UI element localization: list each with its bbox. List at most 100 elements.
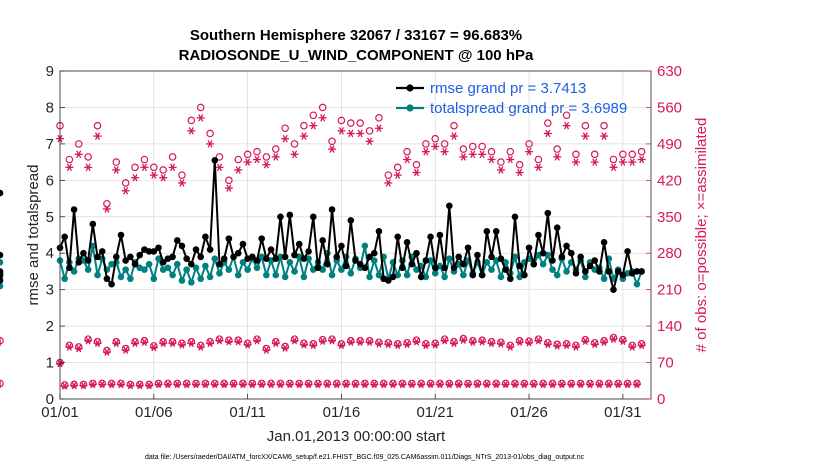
data-file-footnote: data file: /Users/raeder/DAI/ATM_forcXX/…: [145, 454, 585, 461]
right-y-tick-label: 140: [657, 318, 682, 335]
obs-assimilated-stroke: [282, 344, 288, 352]
obs-possible-marker: [407, 379, 416, 388]
obs-assimilated-marker: [393, 341, 402, 350]
obs-assimilated-stroke: [165, 380, 171, 389]
obs-possible-marker: [309, 340, 318, 348]
rmse-point: [84, 257, 92, 264]
rmse-point: [324, 260, 331, 268]
obs-possible-marker: [628, 341, 637, 350]
obs-assimilated-marker: [271, 339, 280, 348]
obs-assimilated-stroke: [76, 344, 82, 353]
totalspread-point: [173, 260, 181, 268]
obs-assimilated-marker: [276, 380, 285, 389]
obs-assimilated-stroke: [610, 335, 617, 343]
rmse-point: [586, 262, 594, 270]
obs-assimilated-stroke: [545, 340, 551, 349]
obs-assimilated-stroke: [479, 337, 485, 346]
obs-assimilated-stroke: [423, 147, 429, 156]
obs-assimilated-marker: [501, 380, 510, 389]
obs-assimilated-stroke: [488, 155, 495, 164]
totalspread-point: [549, 266, 556, 273]
obs-possible-marker: [361, 379, 369, 388]
obs-assimilated-marker: [496, 340, 505, 348]
obs-assimilated-stroke: [367, 137, 373, 146]
obs-assimilated-stroke: [254, 336, 260, 345]
obs-assimilated-stroke: [226, 184, 232, 192]
obs-assimilated-stroke: [235, 166, 241, 174]
obs-assimilated-marker: [295, 380, 304, 389]
x-axis-ticks: 01/01 01/06 01/11 01/16 01/21 01/26 01/31: [41, 394, 642, 421]
obs-assimilated-marker: [257, 380, 266, 389]
obs-assimilated-stroke: [90, 380, 96, 389]
obs-possible-marker: [478, 142, 486, 151]
obs-assimilated-stroke: [245, 158, 251, 166]
rmse-point: [291, 251, 298, 259]
obs-possible-marker: [229, 379, 238, 388]
obs-assimilated-stroke: [615, 380, 621, 389]
rmse-point: [488, 253, 495, 261]
obs-assimilated-stroke: [639, 155, 645, 164]
obs-assimilated-marker: [492, 380, 501, 389]
rmse-point: [361, 264, 369, 272]
obs-assimilated-stroke: [503, 380, 509, 389]
obs-assimilated-stroke: [99, 380, 105, 389]
obs-assimilated-marker: [421, 341, 430, 350]
rmse-point: [413, 249, 420, 257]
obs-assimilated-marker: [65, 163, 74, 172]
obs-assimilated-stroke: [601, 338, 607, 347]
obs-assimilated-marker: [534, 336, 543, 345]
obs-possible-marker: [459, 334, 468, 343]
obs-possible-marker: [93, 121, 102, 130]
obs-possible-marker: [225, 176, 233, 185]
obs-assimilated-stroke: [517, 338, 523, 347]
obs-assimilated-marker: [88, 380, 97, 389]
rmse-point: [446, 202, 453, 210]
rmse-point: [572, 269, 580, 277]
rmse-point: [169, 253, 176, 261]
obs-possible-marker: [628, 150, 637, 159]
obs-assimilated-marker: [248, 380, 257, 389]
obs-assimilated-stroke: [606, 380, 612, 389]
rmse-point: [624, 248, 631, 255]
totalspread-point: [61, 275, 68, 283]
rmse-point: [314, 264, 322, 272]
chart-title-line1: Southern Hemisphere 32067 / 33167 = 96.6…: [190, 27, 522, 44]
obs-assimilated-marker: [224, 184, 233, 192]
obs-assimilated-marker: [403, 155, 412, 164]
obs-assimilated-stroke: [357, 129, 363, 138]
obs-possible-marker: [403, 147, 411, 156]
right-y-axis-ticks: 0 70 140 210 280 350 420 490 560 630: [646, 63, 682, 408]
obs-possible-marker: [323, 379, 332, 388]
obs-possible-marker: [590, 338, 599, 347]
obs-possible-marker: [126, 380, 135, 389]
obs-assimilated-stroke: [94, 132, 101, 140]
obs-possible-marker: [300, 121, 308, 130]
rmse-point: [394, 233, 402, 241]
obs-possible-marker: [159, 337, 167, 346]
obs-assimilated-stroke: [71, 381, 77, 390]
obs-possible-marker: [604, 379, 613, 388]
obs-assimilated-marker: [534, 163, 543, 172]
obs-assimilated-stroke: [296, 380, 302, 389]
obs-possible-marker: [619, 150, 627, 159]
obs-possible-marker: [262, 153, 271, 161]
obs-assimilated-marker: [632, 380, 641, 389]
obs-assimilated-stroke: [498, 166, 504, 174]
obs-assimilated-marker: [337, 341, 346, 350]
obs-assimilated-marker: [450, 339, 458, 348]
obs-assimilated-stroke: [409, 380, 415, 389]
obs-assimilated-marker: [262, 346, 271, 354]
obs-possible-marker: [107, 379, 116, 388]
obs-assimilated-stroke: [399, 380, 405, 389]
plot-background: [60, 71, 651, 399]
obs-assimilated-stroke: [216, 163, 223, 172]
obs-assimilated-marker: [571, 158, 580, 166]
obs-possible-marker: [243, 150, 252, 159]
obs-possible-marker: [468, 336, 477, 345]
obs-assimilated-stroke: [207, 339, 213, 348]
obs-assimilated-stroke: [198, 343, 204, 351]
obs-assimilated-stroke: [460, 153, 466, 161]
obs-assimilated-marker: [478, 150, 487, 159]
totalspread-point: [446, 255, 453, 262]
obs-assimilated-marker: [328, 145, 337, 153]
